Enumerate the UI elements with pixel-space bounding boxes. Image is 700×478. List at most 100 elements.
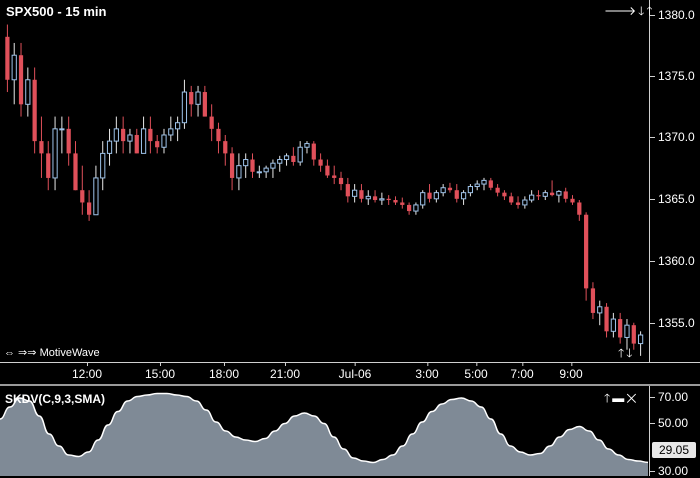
- candle-up[interactable]: [440, 187, 446, 194]
- indicator-axis[interactable]: 70.00 50.00 30.00: [650, 386, 700, 478]
- price-axis[interactable]: 1380.0 1375.0 1370.0 1365.0 1360.0 1355.…: [650, 0, 700, 362]
- candle-down[interactable]: [39, 141, 44, 154]
- candle-down[interactable]: [618, 319, 623, 338]
- candle-down[interactable]: [584, 214, 589, 289]
- candle-down[interactable]: [372, 196, 378, 201]
- candle-up[interactable]: [93, 177, 99, 216]
- candle-down[interactable]: [509, 196, 514, 203]
- candle-down[interactable]: [86, 202, 92, 215]
- candle-up[interactable]: [52, 128, 58, 179]
- candle-up[interactable]: [140, 128, 147, 154]
- scroll-arrows-icon[interactable]: ⇔ ⇒⇒: [4, 347, 37, 359]
- candle-down[interactable]: [393, 200, 398, 203]
- candle-down[interactable]: [32, 79, 37, 142]
- candle-down[interactable]: [338, 177, 344, 185]
- candle-down[interactable]: [189, 92, 194, 105]
- candle-up[interactable]: [175, 122, 181, 130]
- candle-up[interactable]: [624, 324, 630, 338]
- candle-down[interactable]: [80, 190, 85, 203]
- candle-up[interactable]: [168, 128, 174, 136]
- candle-down[interactable]: [148, 128, 153, 142]
- candle-down[interactable]: [332, 175, 337, 178]
- price-pane[interactable]: SPX500 - 15 min 🡒🡓🡑 ⇔ ⇒⇒ MotiveWave 🡑🡓 1…: [0, 0, 700, 362]
- chart-nav-arrows-bottom[interactable]: 🡑🡓: [618, 346, 635, 360]
- candle-up[interactable]: [597, 306, 603, 314]
- candle-up[interactable]: [379, 198, 385, 201]
- candle-up[interactable]: [297, 146, 303, 163]
- price-plot-area[interactable]: SPX500 - 15 min 🡒🡓🡑 ⇔ ⇒⇒ MotiveWave 🡑🡓: [0, 0, 653, 362]
- candle-down[interactable]: [427, 192, 432, 199]
- candle-up[interactable]: [481, 179, 487, 185]
- candle-down[interactable]: [400, 202, 405, 205]
- candle-down[interactable]: [563, 191, 568, 199]
- candle-up[interactable]: [352, 189, 358, 197]
- candle-down[interactable]: [549, 192, 555, 196]
- candle-up[interactable]: [474, 183, 480, 188]
- candle-up[interactable]: [283, 155, 290, 161]
- candle-up[interactable]: [433, 192, 439, 200]
- candle-down[interactable]: [223, 141, 228, 154]
- candle-down[interactable]: [73, 153, 78, 191]
- candle-down[interactable]: [209, 116, 214, 129]
- candle-down[interactable]: [250, 159, 255, 172]
- candle-up[interactable]: [181, 91, 188, 124]
- candle-down[interactable]: [134, 134, 139, 154]
- candle-up[interactable]: [556, 190, 562, 196]
- candle-up[interactable]: [161, 134, 167, 148]
- candle-up[interactable]: [11, 54, 17, 81]
- candle-up[interactable]: [637, 334, 644, 345]
- candle-up[interactable]: [106, 140, 113, 154]
- candle-down[interactable]: [202, 92, 207, 117]
- candle-down[interactable]: [18, 55, 24, 105]
- candle-down[interactable]: [229, 153, 235, 178]
- candle-down[interactable]: [155, 141, 160, 148]
- indicator-controls[interactable]: 🡑▬✕: [604, 391, 639, 405]
- candle-up[interactable]: [522, 199, 528, 206]
- candle-down[interactable]: [577, 202, 582, 215]
- candle-down[interactable]: [515, 202, 521, 205]
- candle-down[interactable]: [216, 128, 221, 142]
- candle-up[interactable]: [304, 143, 310, 148]
- candle-up[interactable]: [610, 318, 616, 332]
- candle-down[interactable]: [447, 187, 453, 191]
- candle-up[interactable]: [270, 162, 276, 169]
- candle-up[interactable]: [277, 159, 283, 164]
- candlestick-chart[interactable]: [0, 0, 650, 362]
- candle-down[interactable]: [318, 159, 323, 166]
- candle-up[interactable]: [413, 204, 419, 212]
- candle-up[interactable]: [100, 152, 106, 179]
- candle-down[interactable]: [359, 190, 364, 199]
- candle-down[interactable]: [604, 306, 609, 332]
- candle-down[interactable]: [502, 192, 507, 197]
- candle-up[interactable]: [113, 128, 119, 142]
- candle-up[interactable]: [195, 91, 201, 105]
- candle-up[interactable]: [59, 128, 65, 131]
- pane-divider[interactable]: [0, 384, 700, 386]
- candle-down[interactable]: [536, 195, 541, 197]
- candle-down[interactable]: [386, 198, 391, 201]
- indicator-plot-area[interactable]: SKDV(C,9,3,SMA) 🡑▬✕: [0, 386, 650, 476]
- candle-up[interactable]: [420, 192, 426, 206]
- candle-down[interactable]: [454, 190, 459, 199]
- candle-up[interactable]: [263, 167, 269, 173]
- candle-down[interactable]: [5, 36, 10, 80]
- candle-down[interactable]: [291, 155, 296, 162]
- time-axis[interactable]: 12:00 15:00 18:00 21:00 Jul-06 3:00 5:00…: [0, 362, 700, 384]
- candle-down[interactable]: [121, 128, 126, 142]
- candle-up[interactable]: [256, 171, 262, 174]
- candle-up[interactable]: [127, 134, 133, 142]
- chart-nav-arrows-top[interactable]: 🡒🡓🡑: [604, 4, 655, 18]
- candle-up[interactable]: [236, 165, 242, 179]
- candle-down[interactable]: [46, 153, 51, 178]
- candle-down[interactable]: [570, 198, 575, 203]
- candle-up[interactable]: [460, 192, 467, 200]
- candle-up[interactable]: [243, 159, 249, 167]
- candle-up[interactable]: [542, 192, 548, 197]
- candle-down[interactable]: [495, 187, 500, 193]
- indicator-pane[interactable]: SKDV(C,9,3,SMA) 🡑▬✕ 70.00 50.00 30.00 29…: [0, 386, 700, 478]
- candle-down[interactable]: [66, 128, 71, 154]
- candle-up[interactable]: [25, 79, 31, 105]
- candle-down[interactable]: [590, 288, 596, 313]
- candle-down[interactable]: [631, 325, 636, 344]
- candle-up[interactable]: [365, 195, 371, 200]
